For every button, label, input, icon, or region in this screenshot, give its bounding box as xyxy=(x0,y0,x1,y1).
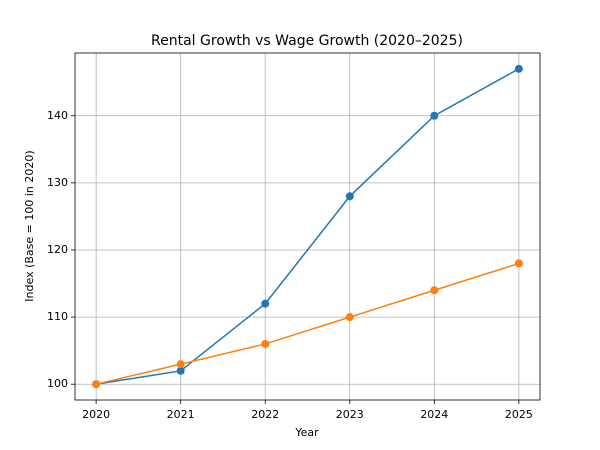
x-tick-label: 2023 xyxy=(336,408,364,421)
data-point xyxy=(345,313,354,322)
series-line xyxy=(95,262,520,385)
data-point xyxy=(176,366,185,375)
x-tick-label: 2020 xyxy=(82,408,110,421)
chart-title: Rental Growth vs Wage Growth (2020–2025) xyxy=(151,33,463,49)
data-point xyxy=(430,286,439,295)
plot-frame xyxy=(74,52,541,401)
series-line xyxy=(96,68,520,385)
x-tick-label: 2024 xyxy=(420,408,448,421)
data-point xyxy=(430,111,439,120)
x-tick-label: 2022 xyxy=(251,408,279,421)
data-point xyxy=(345,192,354,201)
x-tick-label: 2021 xyxy=(167,408,195,421)
y-tick-label: 140 xyxy=(47,109,68,122)
data-point xyxy=(514,259,523,268)
x-axis-label: Year xyxy=(294,426,319,439)
x-tick-label: 2025 xyxy=(505,408,533,421)
y-tick-label: 130 xyxy=(47,176,68,189)
y-tick-label: 110 xyxy=(47,310,68,323)
y-tick-label: 100 xyxy=(47,377,68,390)
data-point xyxy=(176,360,185,369)
data-point xyxy=(92,380,101,389)
y-tick-label: 120 xyxy=(47,243,68,256)
data-point xyxy=(514,64,523,73)
data-point xyxy=(261,339,270,348)
y-axis-label: Index (Base = 100 in 2020) xyxy=(23,150,36,301)
data-point xyxy=(261,299,270,308)
